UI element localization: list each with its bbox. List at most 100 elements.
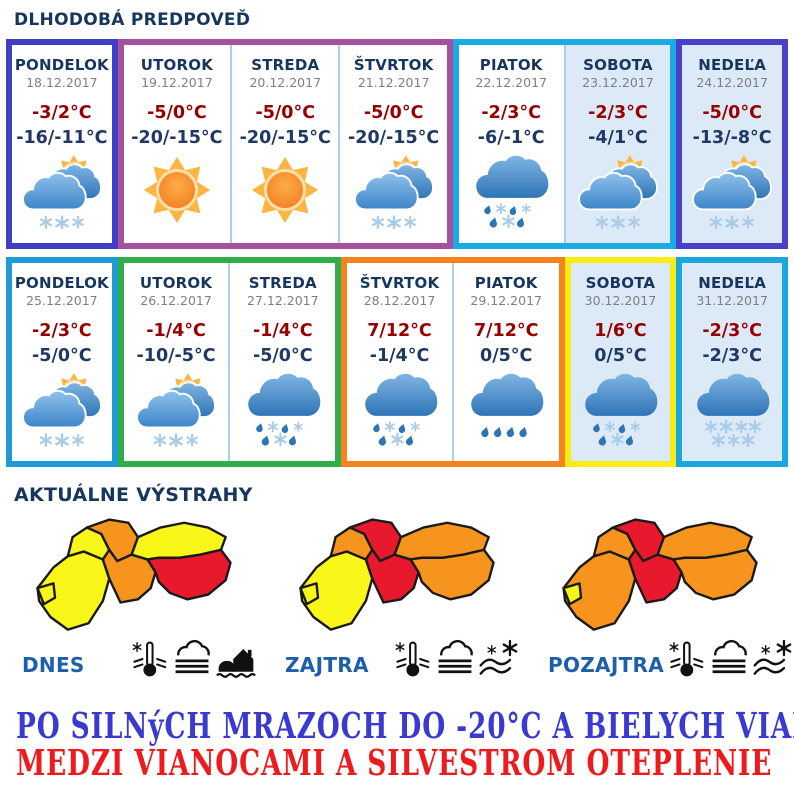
date: 21.12.2017 (357, 75, 430, 90)
day-temp: -2/3°C (32, 321, 92, 341)
cloud-rain-snow-icon (356, 369, 444, 447)
forecast-card[interactable]: SOBOTA 30.12.2017 1/6°C 0/5°C (570, 263, 671, 461)
region-bratislava (561, 582, 582, 606)
warning-map-tomorrow: ZAJTRA (265, 508, 528, 680)
forecast-card[interactable]: UTOROK 26.12.2017 -1/4°C -10/-5°C (123, 263, 229, 461)
forecast-card[interactable]: ŠTVRTOK 28.12.2017 7/12°C -1/4°C (347, 263, 452, 461)
day-name: UTOROK (139, 274, 213, 292)
day-temp: -5/0°C (363, 103, 424, 123)
day-temp: -1/4°C (146, 321, 206, 341)
forecast-card[interactable]: PONDELOK 18.12.2017 -3/2°C -16/-11°C (12, 45, 112, 243)
day-name: ŠTVRTOK (359, 274, 440, 292)
sun-cloud-snow-icon (132, 369, 220, 447)
cloud-snow-icon (688, 369, 776, 447)
day-name: UTOROK (140, 56, 214, 74)
day-temp: -5/0°C (147, 103, 207, 123)
date: 25.12.2017 (26, 293, 98, 308)
region-central (101, 548, 157, 604)
day-temp: 7/12°C (473, 321, 539, 341)
flood-warning-icon (215, 638, 257, 680)
sun-cloud-snow-icon (574, 151, 662, 229)
day-name: PONDELOK (14, 274, 109, 292)
night-temp: -5/0°C (252, 346, 313, 366)
region-bratislava (298, 582, 319, 606)
warning-map-day-after: POZAJTRA (528, 508, 791, 680)
region-central (627, 548, 683, 604)
forecast-row-1: PONDELOK 18.12.2017 -3/2°C -16/-11°C UTO… (6, 39, 788, 249)
frost-warning-icon (127, 638, 169, 680)
forecast-row-2: PONDELOK 25.12.2017 -2/3°C -5/0°C UTOROK… (6, 257, 788, 467)
cloud-rain-snow-icon (576, 369, 664, 447)
warning-icons (664, 638, 794, 680)
day-temp: -5/0°C (255, 103, 316, 123)
warnings-title: AKTUÁLNE VÝSTRAHY (14, 484, 253, 506)
date: 31.12.2017 (696, 293, 768, 308)
region-bratislava (35, 582, 56, 606)
fog-warning-icon (708, 638, 750, 680)
night-temp: -5/0°C (32, 346, 92, 366)
day-temp: -3/2°C (32, 103, 92, 123)
day-name: PONDELOK (14, 56, 109, 74)
cloud-rain-snow-icon (467, 151, 555, 229)
forecast-card[interactable]: PIATOK 29.12.2017 7/12°C 0/5°C (451, 263, 559, 461)
forecast-group: PONDELOK 25.12.2017 -2/3°C -5/0°C (6, 257, 118, 467)
summary-text: PO SILNýCH MRAZOCH DO -20°C A BIELYCH VI… (16, 706, 794, 784)
forecast-card[interactable]: ŠTVRTOK 21.12.2017 -5/0°C -20/-15°C (338, 45, 447, 243)
day-name: PIATOK (479, 56, 543, 74)
forecast-group: PIATOK 22.12.2017 -2/3°C -6/-1°C SOBOTA … (452, 39, 677, 249)
sun-cloud-snow-icon (688, 151, 776, 229)
date: 27.12.2017 (246, 293, 319, 308)
slovakia-map[interactable] (8, 510, 260, 636)
forecast-card[interactable]: PONDELOK 25.12.2017 -2/3°C -5/0°C (12, 263, 112, 461)
sun-icon (133, 151, 221, 229)
day-temp: -2/3°C (588, 103, 648, 123)
forecast-card[interactable]: PIATOK 22.12.2017 -2/3°C -6/-1°C (458, 45, 564, 243)
forecast-group: ŠTVRTOK 28.12.2017 7/12°C -1/4°C PIATOK … (341, 257, 565, 467)
night-temp: -20/-15°C (239, 128, 331, 148)
day-temp: -5/0°C (702, 103, 762, 123)
night-temp: 0/5°C (594, 346, 647, 366)
night-temp: -6/-1°C (477, 128, 545, 148)
date: 30.12.2017 (584, 293, 657, 308)
fog-warning-icon (171, 638, 213, 680)
region-southwest (298, 550, 373, 631)
frost-warning-icon (390, 638, 432, 680)
forecast-card[interactable]: SOBOTA 23.12.2017 -2/3°C -4/1°C (563, 45, 671, 243)
forecast-card[interactable]: NEDEĽA 24.12.2017 -5/0°C -13/-8°C (682, 45, 782, 243)
night-temp: -20/-15°C (131, 128, 223, 148)
warning-icons (390, 638, 520, 680)
date: 24.12.2017 (696, 75, 768, 90)
blowing-snow-warning-icon (752, 638, 794, 680)
date: 22.12.2017 (475, 75, 547, 90)
night-temp: -13/-8°C (692, 128, 772, 148)
region-southwest (35, 550, 110, 631)
map-label-day-after: POZAJTRA (548, 653, 665, 677)
night-temp: -4/1°C (588, 128, 648, 148)
forecast-card[interactable]: STREDA 20.12.2017 -5/0°C -20/-15°C (230, 45, 339, 243)
warning-maps: DNES ZA (2, 508, 792, 680)
forecast-card[interactable]: NEDEĽA 31.12.2017 -2/3°C -2/3°C (682, 263, 782, 461)
forecast-group: UTOROK 19.12.2017 -5/0°C -20/-15°C STRED… (117, 39, 453, 249)
day-name: NEDEĽA (698, 274, 767, 292)
summary-line-1: PO SILNýCH MRAZOCH DO -20°C A BIELYCH VI… (16, 706, 794, 748)
page-title: DLHODOBÁ PREDPOVEĎ (14, 10, 251, 30)
night-temp: -1/4°C (369, 346, 430, 366)
date: 29.12.2017 (470, 293, 542, 308)
forecast-group: PONDELOK 18.12.2017 -3/2°C -16/-11°C (6, 39, 118, 249)
slovakia-map[interactable] (271, 510, 523, 636)
forecast-group: SOBOTA 30.12.2017 1/6°C 0/5°C (564, 257, 677, 467)
forecast-card[interactable]: UTOROK 19.12.2017 -5/0°C -20/-15°C (123, 45, 231, 243)
day-name: ŠTVRTOK (353, 56, 434, 74)
cloud-rain-snow-icon (239, 369, 327, 447)
summary-line-2: MEDZI VIANOCAMI A SILVESTROM OTEPLENIE (16, 742, 773, 784)
day-name: SOBOTA (583, 56, 653, 74)
date: 20.12.2017 (249, 75, 322, 90)
slovakia-map[interactable] (534, 510, 786, 636)
fog-warning-icon (434, 638, 476, 680)
forecast-group: NEDEĽA 31.12.2017 -2/3°C -2/3°C (676, 257, 788, 467)
forecast-card[interactable]: STREDA 27.12.2017 -1/4°C -5/0°C (228, 263, 336, 461)
warning-map-today: DNES (2, 508, 265, 680)
date: 19.12.2017 (141, 75, 213, 90)
cloud-rain-icon (462, 369, 550, 447)
